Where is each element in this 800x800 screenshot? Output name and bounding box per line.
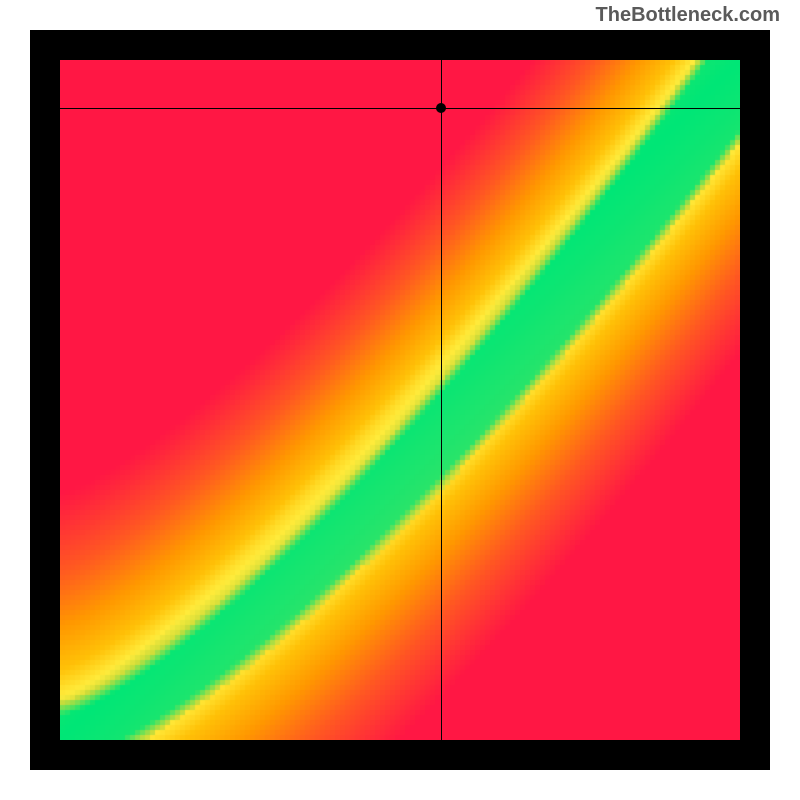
attribution-text: TheBottleneck.com: [596, 4, 780, 27]
plot-area: [60, 60, 740, 740]
heatmap-canvas: [60, 60, 740, 740]
plot-outer-frame: [30, 30, 770, 770]
crosshair-marker: [436, 103, 446, 113]
crosshair-horizontal: [60, 108, 740, 109]
crosshair-vertical: [441, 60, 442, 740]
